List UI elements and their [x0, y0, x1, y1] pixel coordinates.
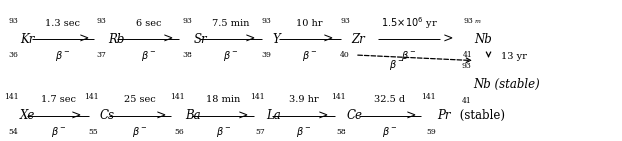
Text: >: >: [244, 33, 255, 46]
Text: 141: 141: [4, 93, 19, 101]
Text: $\beta^-$: $\beta^-$: [302, 49, 317, 63]
Text: $\beta^-$: $\beta^-$: [141, 49, 156, 63]
Text: 40: 40: [340, 51, 350, 60]
Text: 39: 39: [261, 51, 271, 60]
Text: $\beta^-$: $\beta^-$: [296, 125, 311, 139]
Text: 93: 93: [182, 17, 192, 25]
Text: Zr: Zr: [351, 33, 365, 46]
Text: 55: 55: [89, 128, 99, 136]
Text: >: >: [156, 109, 167, 122]
Text: 32.5 d: 32.5 d: [374, 95, 406, 104]
Text: $\beta^-$: $\beta^-$: [382, 125, 397, 139]
Text: $\beta^-$: $\beta^-$: [401, 49, 417, 63]
Text: 10 hr: 10 hr: [297, 19, 323, 28]
Text: 93: 93: [463, 17, 473, 25]
Text: 141: 141: [421, 93, 436, 101]
Text: Y: Y: [272, 33, 280, 46]
Text: Rb: Rb: [108, 33, 124, 46]
Text: Xe: Xe: [20, 109, 35, 122]
Text: 38: 38: [182, 51, 192, 60]
Text: Kr: Kr: [20, 33, 34, 46]
Text: >: >: [162, 33, 173, 46]
Text: 1.3 sec: 1.3 sec: [45, 19, 80, 28]
Text: 25 sec: 25 sec: [124, 95, 156, 104]
Text: 57: 57: [255, 128, 265, 136]
Text: >: >: [443, 33, 453, 46]
Text: 36: 36: [9, 51, 19, 60]
Text: 59: 59: [426, 128, 436, 136]
Text: 37: 37: [97, 51, 107, 60]
Text: Pr: Pr: [437, 109, 450, 122]
Text: $\beta^-$: $\beta^-$: [50, 125, 66, 139]
Text: $\beta^-$: $\beta^-$: [223, 49, 238, 63]
Text: $1.5\!\times\!10^6$ yr: $1.5\!\times\!10^6$ yr: [381, 15, 437, 31]
Text: >: >: [78, 33, 89, 46]
Text: 1.7 sec: 1.7 sec: [41, 95, 76, 104]
Text: Sr: Sr: [193, 33, 207, 46]
Text: 56: 56: [175, 128, 184, 136]
Text: 141: 141: [251, 93, 265, 101]
Text: 93: 93: [261, 17, 271, 25]
Text: 54: 54: [9, 128, 19, 136]
Text: 7.5 min: 7.5 min: [212, 19, 249, 28]
Text: 41: 41: [463, 51, 473, 60]
Text: m: m: [474, 19, 480, 24]
Text: Nb (stable): Nb (stable): [473, 78, 540, 91]
Text: Cs: Cs: [100, 109, 115, 122]
Text: Nb: Nb: [474, 33, 492, 46]
Text: >: >: [406, 109, 416, 122]
Text: 3.9 hr: 3.9 hr: [289, 95, 318, 104]
Text: 93: 93: [462, 62, 471, 70]
Text: $\beta^-$: $\beta^-$: [55, 49, 70, 63]
Text: >: >: [317, 109, 328, 122]
Text: Ba: Ba: [185, 109, 201, 122]
Text: $\beta^-$: $\beta^-$: [132, 125, 147, 139]
Text: 141: 141: [84, 93, 99, 101]
Text: >: >: [238, 109, 249, 122]
Text: $\beta^-$: $\beta^-$: [389, 58, 404, 72]
Text: 41: 41: [462, 97, 471, 105]
Text: 6 sec: 6 sec: [136, 19, 161, 28]
Text: 93: 93: [9, 17, 19, 25]
Text: 93: 93: [97, 17, 107, 25]
Text: >: >: [70, 109, 81, 122]
Text: 93: 93: [340, 17, 350, 25]
Text: >: >: [322, 33, 333, 46]
Text: 18 min: 18 min: [207, 95, 241, 104]
Text: 141: 141: [170, 93, 184, 101]
Text: 141: 141: [331, 93, 346, 101]
Text: 13 yr: 13 yr: [501, 52, 527, 61]
Text: 58: 58: [336, 128, 346, 136]
Text: $\beta^-$: $\beta^-$: [216, 125, 231, 139]
Text: (stable): (stable): [455, 109, 504, 122]
Text: Ce: Ce: [347, 109, 363, 122]
Text: La: La: [266, 109, 281, 122]
